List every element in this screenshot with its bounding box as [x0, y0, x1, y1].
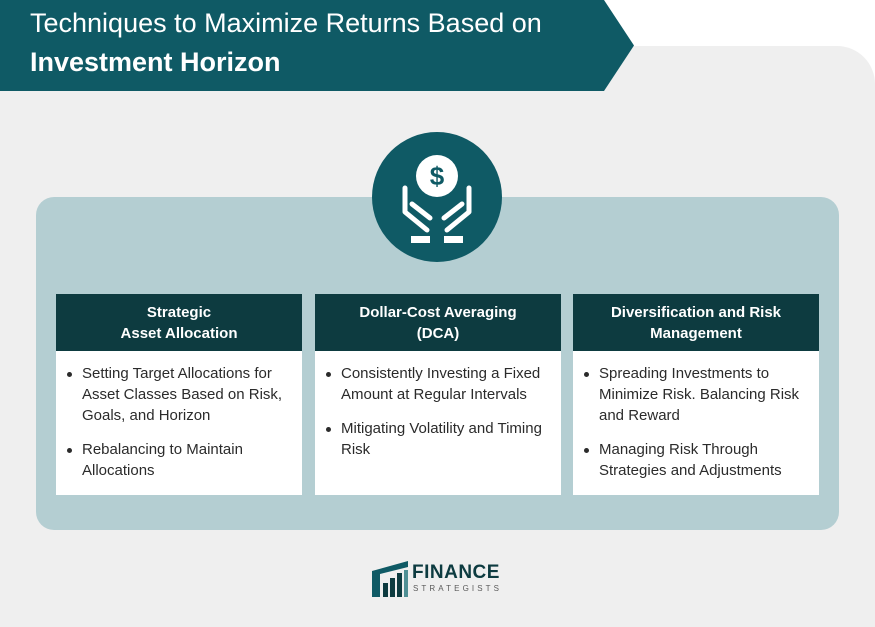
page-title-line-2: Investment Horizon — [30, 47, 281, 77]
column-heading-line-2: Management — [650, 324, 742, 342]
column-heading: Dollar-Cost Averaging (DCA) — [315, 294, 561, 351]
money-in-hands-icon: $ — [372, 132, 502, 262]
list-item: Managing Risk Through Strategies and Adj… — [581, 439, 811, 481]
bullet-list: Consistently Investing a Fixed Amount at… — [315, 351, 561, 460]
list-item: Consistently Investing a Fixed Amount at… — [323, 363, 553, 405]
list-item: Rebalancing to Maintain Allocations — [64, 439, 294, 481]
logo-mark-icon — [372, 561, 408, 597]
title-banner: Techniques to Maximize Returns Based on … — [0, 0, 634, 91]
column-heading-line-1: Dollar-Cost Averaging — [359, 303, 517, 321]
column-heading-line-2: (DCA) — [416, 324, 460, 342]
finance-strategists-logo: FINANCE STRATEGISTS — [372, 560, 512, 600]
column-heading: Strategic Asset Allocation — [56, 294, 302, 351]
column-strategic-asset-allocation: Strategic Asset Allocation Setting Targe… — [56, 294, 302, 495]
banner-shape — [0, 0, 634, 91]
column-heading-line-1: Strategic — [146, 303, 212, 321]
column-diversification-risk-management: Diversification and Risk Management Spre… — [573, 294, 819, 495]
page-title-line-1: Techniques to Maximize Returns Based on — [30, 8, 542, 38]
list-item: Mitigating Volatility and Timing Risk — [323, 418, 553, 460]
column-dollar-cost-averaging: Dollar-Cost Averaging (DCA) Consistently… — [315, 294, 561, 495]
column-heading-line-2: Asset Allocation — [120, 324, 238, 342]
column-heading: Diversification and Risk Management — [573, 294, 819, 351]
svg-text:$: $ — [430, 161, 445, 191]
column-heading-line-1: Diversification and Risk — [610, 303, 782, 321]
list-item: Spreading Investments to Minimize Risk. … — [581, 363, 811, 426]
bullet-list: Spreading Investments to Minimize Risk. … — [573, 351, 819, 481]
logo-name: FINANCE — [412, 562, 500, 583]
list-item: Setting Target Allocations for Asset Cla… — [64, 363, 294, 426]
bullet-list: Setting Target Allocations for Asset Cla… — [56, 351, 302, 481]
logo-subtitle: STRATEGISTS — [413, 584, 503, 593]
